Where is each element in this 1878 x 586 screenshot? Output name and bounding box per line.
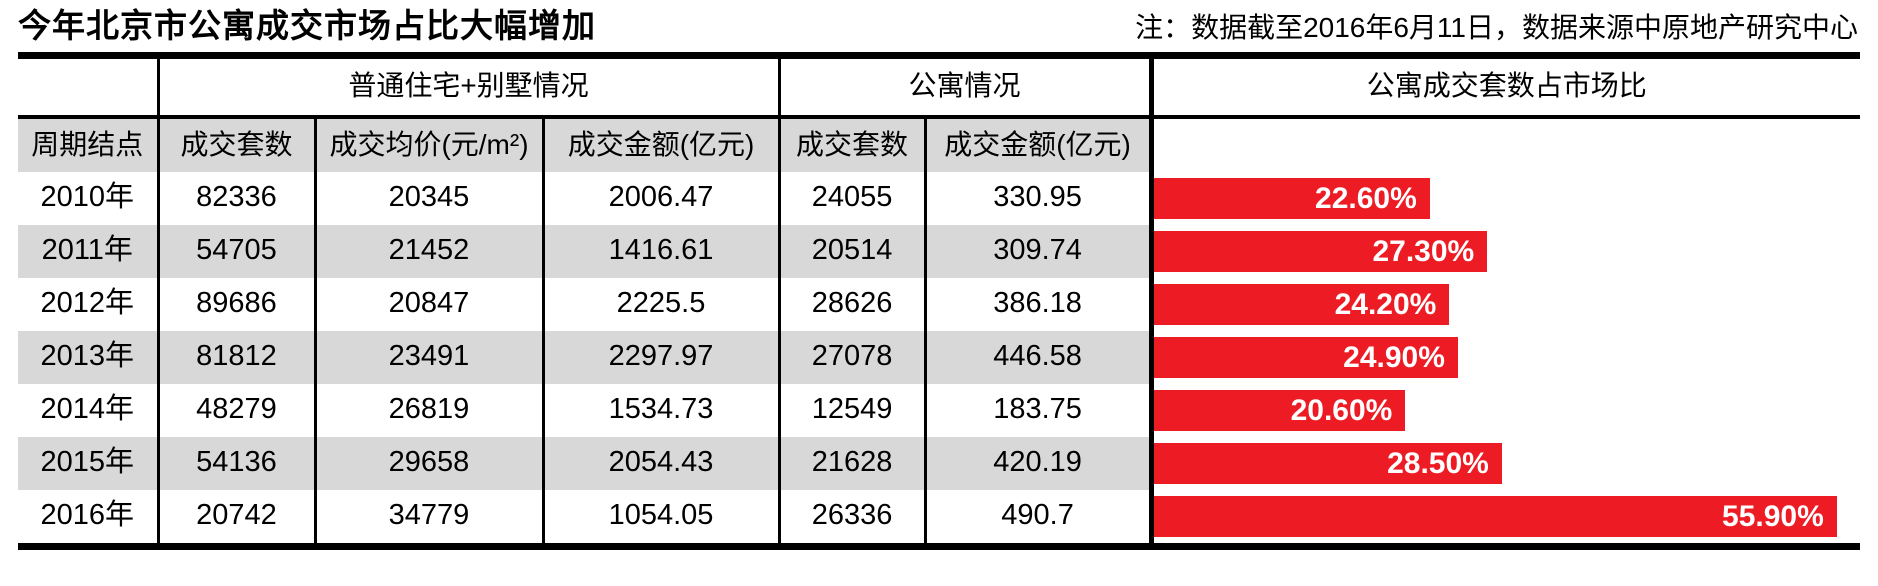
apartment-units-cell: 20514 xyxy=(779,224,927,278)
apartment-units-cell: 24055 xyxy=(779,171,927,225)
apartment-amount-cell: 490.7 xyxy=(925,489,1154,546)
table-row: 2010年 82336 20345 2006.47 24055 330.95 22.60% xyxy=(18,171,1861,225)
page-title: 今年北京市公寓成交市场占比大幅增加 xyxy=(18,7,596,44)
ratio-bar-label: 55.90% xyxy=(1722,499,1824,533)
table-row: 2011年 54705 21452 1416.61 20514 309.74 27.30% xyxy=(18,224,1861,278)
apartment-amount-cell: 309.74 xyxy=(925,224,1154,278)
group-header-apartment: 公寓情况 xyxy=(779,55,1154,119)
ratio-bar-label: 20.60% xyxy=(1290,393,1393,427)
period-cell: 2011年 xyxy=(18,224,160,278)
housing-avg-price-cell: 23491 xyxy=(315,330,545,384)
housing-avg-price-cell: 21452 xyxy=(315,224,545,278)
column-header-row: 周期结点 成交套数 成交均价(元/m²) 成交金额(亿元) 成交套数 成交金额(… xyxy=(18,116,1860,172)
ratio-bar-label: 24.20% xyxy=(1334,287,1437,321)
ratio-bar-label: 27.30% xyxy=(1372,234,1475,268)
ratio-bar-label: 28.50% xyxy=(1387,446,1489,480)
header-bar: 今年北京市公寓成交市场占比大幅增加 注：数据截至2016年6月11日，数据来源中… xyxy=(0,0,1878,52)
ratio-bar-cell: 28.50% xyxy=(1151,436,1861,490)
table-row: 2016年 20742 34779 1054.05 26336 490.7 55.90% xyxy=(18,489,1861,546)
apartment-amount-cell: 183.75 xyxy=(925,383,1154,437)
housing-amount-cell: 1416.61 xyxy=(543,224,781,278)
col-header-period: 周期结点 xyxy=(18,116,160,172)
apartment-units-cell: 26336 xyxy=(779,489,927,546)
apartment-units-cell: 21628 xyxy=(779,436,927,490)
table-row: 2015年 54136 29658 2054.43 21628 420.19 28.50% xyxy=(18,436,1861,490)
period-cell: 2016年 xyxy=(18,489,160,546)
apartment-amount-cell: 420.19 xyxy=(925,436,1154,490)
housing-avg-price-cell: 20345 xyxy=(315,171,545,225)
housing-amount-cell: 2297.97 xyxy=(543,330,781,384)
ratio-bar-label: 24.90% xyxy=(1343,340,1445,374)
col-header-housing-units: 成交套数 xyxy=(158,116,317,172)
housing-units-cell: 81812 xyxy=(158,330,317,384)
housing-amount-cell: 2054.43 xyxy=(543,436,781,490)
ratio-bar-cell: 22.60% xyxy=(1151,171,1861,225)
ratio-bar-label: 22.60% xyxy=(1315,181,1417,215)
housing-avg-price-cell: 29658 xyxy=(315,436,545,490)
ratio-bar-cell: 20.60% xyxy=(1151,383,1861,437)
col-header-housing-amount: 成交金额(亿元) xyxy=(543,116,781,172)
apartment-amount-cell: 330.95 xyxy=(925,171,1154,225)
period-cell: 2015年 xyxy=(18,436,160,490)
group-header-housing: 普通住宅+别墅情况 xyxy=(158,55,781,119)
table-row: 2013年 81812 23491 2297.97 27078 446.58 24.90% xyxy=(18,330,1861,384)
housing-amount-cell: 2006.47 xyxy=(543,171,781,225)
housing-amount-cell: 1534.73 xyxy=(543,383,781,437)
housing-units-cell: 20742 xyxy=(158,489,317,546)
ratio-bar: 24.90% xyxy=(1153,336,1458,378)
col-header-housing-price: 成交均价(元/m²) xyxy=(315,116,545,172)
housing-amount-cell: 1054.05 xyxy=(543,489,781,546)
ratio-bar: 27.30% xyxy=(1153,230,1488,272)
group-header-row: 普通住宅+别墅情况 公寓情况 公寓成交套数占市场比 xyxy=(18,55,1861,119)
housing-avg-price-cell: 20847 xyxy=(315,277,545,331)
housing-units-cell: 48279 xyxy=(158,383,317,437)
table-row: 2014年 48279 26819 1534.73 12549 183.75 20.60% xyxy=(18,383,1861,437)
period-cell: 2014年 xyxy=(18,383,160,437)
col-header-apartment-units: 成交套数 xyxy=(779,116,927,172)
apartment-units-cell: 28626 xyxy=(779,277,927,331)
ratio-bar-cell: 24.20% xyxy=(1151,277,1861,331)
ratio-bar: 22.60% xyxy=(1153,177,1430,219)
data-table: 普通住宅+别墅情况 公寓情况 公寓成交套数占市场比 周期结点 成交套数 成交均价… xyxy=(18,52,1861,550)
housing-avg-price-cell: 26819 xyxy=(315,383,545,437)
period-cell: 2013年 xyxy=(18,330,160,384)
housing-units-cell: 89686 xyxy=(158,277,317,331)
ratio-bar: 24.20% xyxy=(1153,283,1450,325)
ratio-bar: 28.50% xyxy=(1153,442,1502,484)
table-body: 2010年 82336 20345 2006.47 24055 330.95 22.60% 2… xyxy=(18,171,1861,546)
apartment-amount-cell: 446.58 xyxy=(925,330,1154,384)
ratio-bar: 55.90% xyxy=(1153,495,1837,537)
ratio-bar-cell: 24.90% xyxy=(1151,330,1861,384)
bar-column-spacer xyxy=(1151,117,1860,172)
housing-units-cell: 82336 xyxy=(158,171,317,225)
ratio-bar-cell: 55.90% xyxy=(1151,489,1861,546)
ratio-bar: 20.60% xyxy=(1153,389,1406,431)
source-note: 注：数据截至2016年6月11日，数据来源中原地产研究中心 xyxy=(1135,12,1858,43)
housing-avg-price-cell: 34779 xyxy=(315,489,545,546)
table-row: 2012年 89686 20847 2225.5 28626 386.18 24.20% xyxy=(18,277,1861,331)
apartment-units-cell: 12549 xyxy=(779,383,927,437)
group-header-ratio: 公寓成交套数占市场比 xyxy=(1151,55,1861,119)
housing-amount-cell: 2225.5 xyxy=(543,277,781,331)
housing-units-cell: 54705 xyxy=(158,224,317,278)
apartment-amount-cell: 386.18 xyxy=(925,277,1154,331)
ratio-bar-cell: 27.30% xyxy=(1151,224,1861,278)
apartment-units-cell: 27078 xyxy=(779,330,927,384)
corner-cell xyxy=(18,55,160,119)
period-cell: 2010年 xyxy=(18,171,160,225)
housing-units-cell: 54136 xyxy=(158,436,317,490)
col-header-apartment-amount: 成交金额(亿元) xyxy=(925,116,1154,172)
period-cell: 2012年 xyxy=(18,277,160,331)
